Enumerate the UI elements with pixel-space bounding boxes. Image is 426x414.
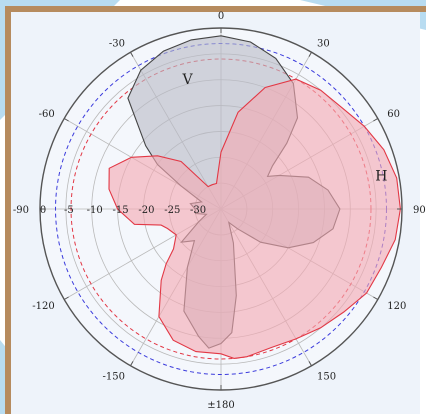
angle-tick-label: 30 <box>317 39 330 50</box>
angle-tick-mark <box>130 51 134 57</box>
angle-tick-label: ±180 <box>207 400 234 411</box>
radial-tick-label: -10 <box>87 205 103 216</box>
angle-tick-mark <box>373 296 379 300</box>
radial-axis-labels: 0 -5 -10 -15 -20 -25 -30 <box>40 205 206 216</box>
series-labels: VH <box>181 72 387 185</box>
angle-tick-label: 0 <box>218 11 224 22</box>
radial-tick-label: -15 <box>113 205 129 216</box>
angle-tick-mark <box>63 296 69 300</box>
radial-tick-label: -20 <box>138 205 154 216</box>
angle-tick-label: 60 <box>387 109 400 120</box>
radial-tick-label: -30 <box>190 205 206 216</box>
radial-tick-label: 0 <box>40 205 46 216</box>
frame-border-top <box>5 6 426 12</box>
series-label-v: V <box>181 72 193 88</box>
series-h-pattern <box>108 78 401 359</box>
angle-tick-label: 150 <box>317 371 336 382</box>
series-label-h: H <box>375 169 387 185</box>
angle-tick-label: -30 <box>109 39 125 50</box>
angle-tick-label: 90 <box>413 205 426 216</box>
angle-tick-label: -60 <box>39 109 55 120</box>
radial-tick-label: -25 <box>164 205 180 216</box>
frame-border-left <box>5 6 11 414</box>
angle-tick-label: -90 <box>13 205 29 216</box>
angle-tick-label: -120 <box>32 301 54 312</box>
angle-tick-mark <box>308 51 312 57</box>
angle-tick-mark <box>373 118 379 122</box>
angle-tick-label: -150 <box>103 371 125 382</box>
radial-tick-label: -5 <box>64 205 74 216</box>
angle-tick-label: 120 <box>387 301 406 312</box>
angle-tick-mark <box>130 361 134 367</box>
angle-tick-mark <box>308 361 312 367</box>
angle-tick-mark <box>63 118 69 122</box>
pattern-series <box>108 35 401 359</box>
